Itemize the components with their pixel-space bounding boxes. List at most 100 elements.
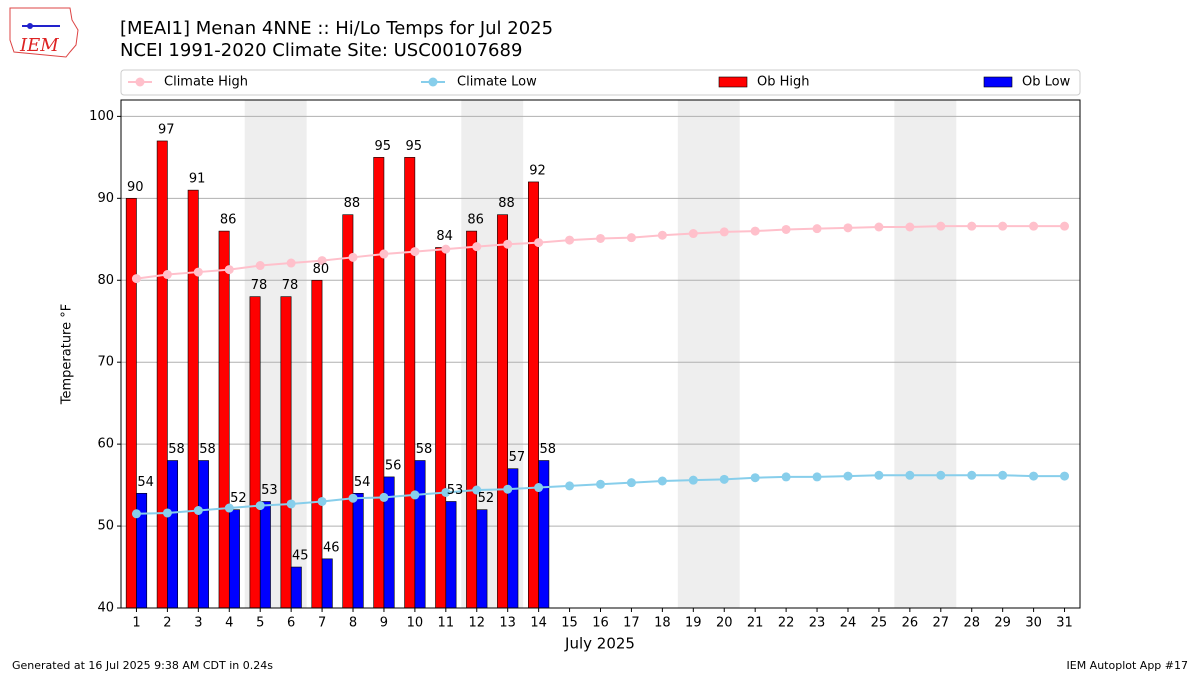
line-point — [812, 224, 822, 234]
x-tick-label: 11 — [438, 616, 455, 631]
footer-right: IEM Autoplot App #17 — [1067, 659, 1189, 672]
y-tick-label: 60 — [97, 437, 114, 452]
bar-value-label: 91 — [189, 172, 206, 187]
line-point — [317, 256, 327, 266]
legend-box — [120, 69, 1081, 96]
bar-value-label: 95 — [375, 139, 392, 154]
line-point — [565, 481, 575, 491]
x-tick-label: 22 — [778, 616, 795, 631]
line-point — [843, 471, 853, 481]
x-tick-label: 13 — [499, 616, 516, 631]
bar-value-label: 45 — [292, 549, 309, 564]
bar-value-label: 58 — [540, 442, 557, 457]
x-tick-label: 2 — [163, 616, 171, 631]
bar-value-label: 97 — [158, 122, 175, 137]
x-tick-label: 23 — [809, 616, 826, 631]
legend-marker — [428, 77, 438, 87]
bar — [497, 214, 508, 609]
bar-value-label: 88 — [498, 196, 515, 211]
line-point — [843, 223, 853, 233]
logo-outline — [9, 7, 79, 58]
legend-label: Climate High — [164, 75, 248, 90]
x-tick-label: 30 — [1025, 616, 1042, 631]
line-point — [410, 247, 420, 257]
x-tick-label: 26 — [902, 616, 919, 631]
weekend-shade — [894, 100, 957, 608]
x-tick-label: 25 — [871, 616, 888, 631]
x-tick-label: 15 — [561, 616, 578, 631]
line-point — [1029, 471, 1039, 481]
x-tick-label: 19 — [685, 616, 702, 631]
bar-value-label: 90 — [127, 180, 144, 195]
line-point — [255, 501, 265, 511]
x-tick-label: 12 — [468, 616, 485, 631]
bar-value-label: 52 — [230, 491, 247, 506]
line-point — [441, 487, 451, 497]
x-tick-label: 27 — [933, 616, 950, 631]
legend-swatch — [718, 76, 748, 88]
x-axis-label: July 2025 — [564, 635, 635, 653]
bar — [198, 460, 209, 609]
y-tick-label: 100 — [89, 109, 114, 124]
bar-value-label: 53 — [447, 483, 464, 498]
bar-value-label: 53 — [261, 483, 278, 498]
bar — [435, 247, 447, 609]
line-point — [503, 484, 513, 494]
line-point — [874, 222, 884, 232]
bar — [321, 558, 333, 609]
bar — [187, 189, 199, 609]
line-point — [1060, 221, 1070, 231]
bar-value-label: 84 — [436, 229, 453, 244]
bar — [218, 230, 230, 609]
line-point — [286, 499, 296, 509]
x-tick-label: 20 — [716, 616, 733, 631]
line-point — [565, 235, 575, 245]
line-point — [688, 475, 698, 485]
line-point — [719, 227, 729, 237]
line-point — [534, 238, 544, 248]
bar-value-label: 78 — [282, 278, 299, 293]
x-tick-label: 18 — [654, 616, 671, 631]
line-point — [317, 496, 327, 506]
bar — [538, 460, 550, 609]
y-tick-label: 70 — [97, 355, 114, 370]
x-tick-label: 28 — [963, 616, 980, 631]
bar-value-label: 78 — [251, 278, 268, 293]
line-point — [596, 479, 605, 489]
x-tick-label: 17 — [623, 616, 640, 631]
line-point — [967, 221, 977, 231]
line-point — [781, 224, 791, 234]
line-point — [224, 503, 234, 513]
bar — [404, 157, 416, 609]
line-point — [936, 221, 946, 231]
x-tick-label: 3 — [194, 616, 202, 631]
bar — [445, 501, 457, 609]
bar — [156, 140, 168, 609]
footer-left: Generated at 16 Jul 2025 9:38 AM CDT in … — [12, 659, 273, 672]
bar — [466, 230, 478, 609]
logo-text: IEM — [19, 35, 59, 56]
bar — [125, 198, 137, 609]
line-point — [874, 470, 884, 480]
line-point — [626, 478, 636, 488]
y-tick-label: 80 — [97, 273, 114, 288]
line-point — [905, 470, 915, 480]
chart-subtitle: NCEI 1991-2020 Climate Site: USC00107689 — [120, 40, 522, 61]
bar-value-label: 54 — [137, 475, 154, 490]
line-point — [750, 473, 760, 483]
line-point — [1060, 471, 1070, 481]
line-point — [905, 222, 915, 232]
x-tick-label: 31 — [1056, 616, 1073, 631]
y-tick-label: 40 — [97, 601, 114, 616]
line-point — [967, 470, 977, 480]
line-point — [286, 258, 296, 268]
line-point — [193, 505, 203, 515]
x-tick-label: 7 — [318, 616, 326, 631]
bar-value-label: 58 — [199, 442, 216, 457]
bar-value-label: 46 — [323, 540, 340, 555]
chart-title: [MEAI1] Menan 4NNE :: Hi/Lo Temps for Ju… — [120, 18, 553, 39]
legend-swatch — [983, 76, 1013, 88]
legend-label: Ob High — [757, 75, 810, 90]
bar — [414, 460, 426, 609]
